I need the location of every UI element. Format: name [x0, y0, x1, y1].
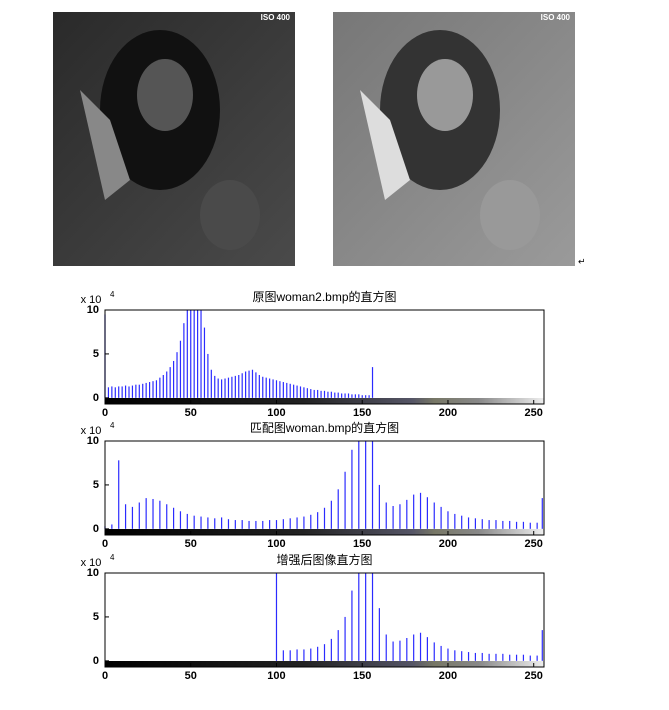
x-tick-label: 250 [525, 670, 543, 682]
y-tick-label: 0 [93, 523, 99, 535]
y-exponent: 4 [110, 290, 115, 299]
x-tick-label: 0 [102, 670, 108, 682]
x-tick-label: 150 [353, 538, 371, 550]
y-tick-label: 5 [93, 611, 99, 623]
y-tick-label: 0 [93, 655, 99, 667]
x-tick-label: 200 [439, 538, 457, 550]
x-tick-label: 50 [185, 538, 197, 550]
y-multiplier: x 10 [81, 294, 102, 306]
x-tick-label: 50 [185, 407, 197, 419]
y-tick-label: 10 [87, 567, 99, 579]
plot-frame [104, 572, 545, 668]
x-tick-label: 200 [439, 670, 457, 682]
y-tick-label: 0 [93, 392, 99, 404]
chart-title: 匹配图woman.bmp的直方图 [250, 420, 399, 435]
return-mark: ↵ [578, 256, 586, 266]
x-tick-label: 250 [525, 407, 543, 419]
chart-title: 原图woman2.bmp的直方图 [252, 289, 396, 304]
chart-title: 增强后图像直方图 [276, 552, 372, 567]
plot-frame [104, 309, 545, 405]
photo-label: ISO 400 [261, 13, 291, 22]
x-tick-label: 200 [439, 407, 457, 419]
x-tick-label: 250 [525, 538, 543, 550]
colorbar [105, 529, 544, 535]
x-tick-label: 0 [102, 538, 108, 550]
y-tick-label: 5 [93, 348, 99, 360]
y-exponent: 4 [110, 421, 115, 430]
photo-label: ISO 400 [541, 13, 571, 22]
colorbar [105, 398, 544, 404]
x-tick-label: 100 [267, 670, 285, 682]
y-exponent: 4 [110, 553, 115, 562]
x-tick-label: 0 [102, 407, 108, 419]
y-tick-label: 5 [93, 479, 99, 491]
photo-original: ISO 400 [53, 12, 295, 266]
y-tick-label: 10 [87, 435, 99, 447]
x-tick-label: 150 [353, 670, 371, 682]
x-tick-label: 150 [353, 407, 371, 419]
x-tick-label: 100 [267, 407, 285, 419]
photo-enhanced: ISO 400 [333, 12, 575, 266]
plot-frame [104, 440, 545, 536]
y-multiplier: x 10 [81, 425, 102, 437]
y-multiplier: x 10 [81, 557, 102, 569]
y-tick-label: 10 [87, 304, 99, 316]
x-tick-label: 50 [185, 670, 197, 682]
colorbar [105, 661, 544, 667]
x-tick-label: 100 [267, 538, 285, 550]
